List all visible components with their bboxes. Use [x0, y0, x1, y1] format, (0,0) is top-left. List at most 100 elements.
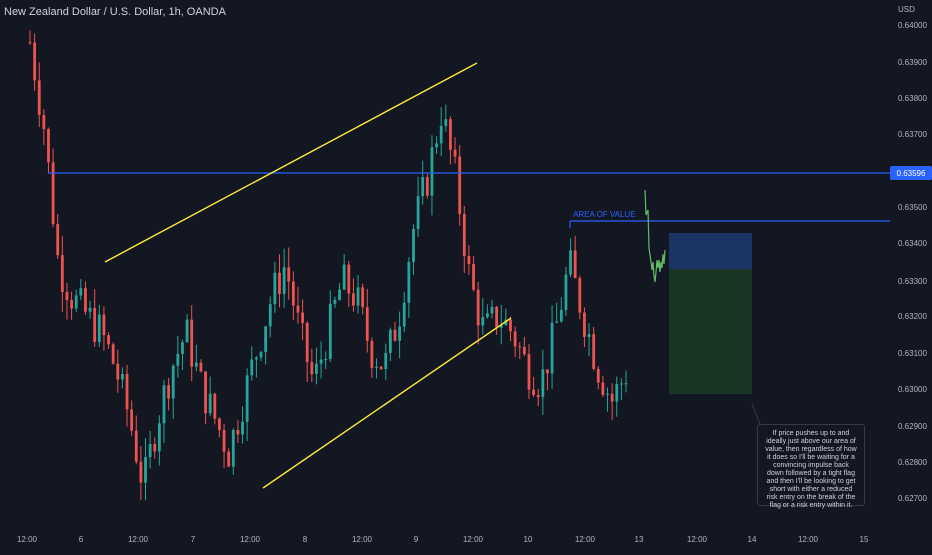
candle-body — [393, 329, 397, 341]
candle-body — [555, 321, 559, 323]
candle-body — [541, 369, 545, 398]
candle-body — [264, 326, 268, 353]
candle-body — [444, 119, 448, 126]
candle-body — [287, 267, 291, 282]
candle-body — [421, 177, 425, 197]
price-axis-currency: USD — [898, 5, 915, 14]
candle-body — [259, 352, 263, 358]
price-axis-background[interactable] — [890, 0, 932, 550]
candle-body — [522, 346, 526, 355]
candle-body — [573, 250, 577, 278]
candle-body — [564, 274, 568, 310]
candle-body — [430, 147, 434, 196]
time-tick-label: 8 — [303, 535, 308, 544]
candle-body — [245, 375, 249, 422]
candle-body — [84, 288, 87, 312]
candle-body — [60, 255, 64, 292]
candle-body — [185, 319, 189, 343]
time-tick-label: 12:00 — [17, 535, 38, 544]
candle-body — [328, 303, 332, 359]
candle-body — [578, 277, 582, 313]
candle-body — [97, 314, 101, 342]
candle-body — [546, 369, 549, 374]
candle-body — [296, 305, 300, 313]
candle-body — [402, 302, 406, 327]
candle-body — [596, 368, 600, 383]
candle-body — [310, 362, 314, 375]
candle-body — [536, 395, 540, 398]
candle-body — [527, 354, 531, 390]
candle-body — [476, 289, 480, 326]
candle-body — [33, 42, 37, 81]
candle-body — [412, 228, 415, 263]
candle-body — [301, 312, 304, 323]
candle-body — [199, 362, 203, 372]
time-tick-label: 13 — [635, 535, 644, 544]
candle-body — [481, 317, 485, 326]
price-tick-label: 0.62800 — [898, 458, 927, 467]
candle-body — [379, 366, 383, 369]
candle-body — [485, 313, 489, 318]
channel-lower-line[interactable] — [262, 317, 512, 489]
candle-body — [222, 429, 226, 452]
candle-body — [121, 373, 124, 380]
candle-body — [398, 326, 402, 341]
candle-body — [79, 288, 83, 296]
candle-body — [208, 393, 212, 414]
price-tick-label: 0.62900 — [898, 422, 927, 431]
candle-body — [495, 306, 499, 328]
stop-loss-zone[interactable] — [669, 233, 752, 269]
candle-body — [550, 322, 554, 374]
candle-body — [370, 340, 374, 368]
current-price-badge-text: 0.63596 — [897, 169, 926, 178]
time-tick-label: 12:00 — [240, 535, 261, 544]
candle-body — [499, 325, 503, 328]
candle-body — [241, 421, 244, 435]
time-tick-label: 15 — [860, 535, 869, 544]
candle-body — [181, 342, 184, 354]
candle-body — [102, 314, 106, 336]
candle-body — [227, 451, 231, 467]
time-tick-label: 12:00 — [798, 535, 819, 544]
candle-body — [606, 393, 609, 395]
candle-body — [619, 383, 623, 385]
candle-body — [291, 281, 295, 306]
time-tick-label: 7 — [191, 535, 196, 544]
candle-body — [384, 352, 388, 369]
candle-body — [388, 329, 392, 353]
candle-body — [407, 262, 411, 303]
candle-body — [56, 224, 60, 256]
note-connector — [751, 403, 761, 425]
candle-body — [51, 162, 55, 225]
target-zone[interactable] — [669, 269, 752, 394]
candle-body — [319, 359, 323, 364]
time-axis-background[interactable] — [0, 528, 890, 550]
projected-price-path — [644, 189, 666, 283]
candle-body — [278, 272, 281, 294]
candle-body — [624, 383, 628, 385]
candle-body — [171, 365, 175, 399]
candle-body — [315, 363, 318, 375]
price-tick-label: 0.64000 — [898, 21, 927, 30]
candle-body — [449, 119, 452, 150]
time-tick-label: 6 — [79, 535, 84, 544]
time-tick-label: 12:00 — [352, 535, 373, 544]
trade-plan-note[interactable]: If price pushes up to and ideally just a… — [757, 424, 865, 509]
time-tick-label: 9 — [414, 535, 419, 544]
candle-body — [490, 306, 494, 314]
candle-body — [356, 287, 360, 306]
candle-body — [139, 461, 143, 483]
candle-body — [347, 264, 351, 294]
time-tick-label: 14 — [748, 535, 757, 544]
chart-title: New Zealand Dollar / U.S. Dollar, 1h, OA… — [4, 6, 226, 18]
candle-body — [518, 346, 522, 348]
candle-body — [47, 129, 50, 163]
time-tick-label: 12:00 — [128, 535, 149, 544]
candle-body — [144, 457, 147, 483]
candle-body — [236, 429, 240, 435]
price-tick-label: 0.63900 — [898, 58, 927, 67]
candle-body — [190, 319, 194, 367]
channel-upper-line[interactable] — [104, 62, 478, 263]
